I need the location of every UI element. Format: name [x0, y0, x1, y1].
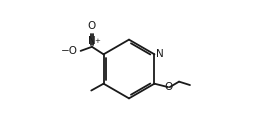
Text: O: O — [164, 82, 172, 92]
Text: N: N — [156, 49, 164, 59]
Text: N: N — [88, 36, 96, 46]
Text: +: + — [94, 38, 100, 44]
Text: O: O — [88, 21, 96, 31]
Text: −O: −O — [61, 46, 78, 56]
